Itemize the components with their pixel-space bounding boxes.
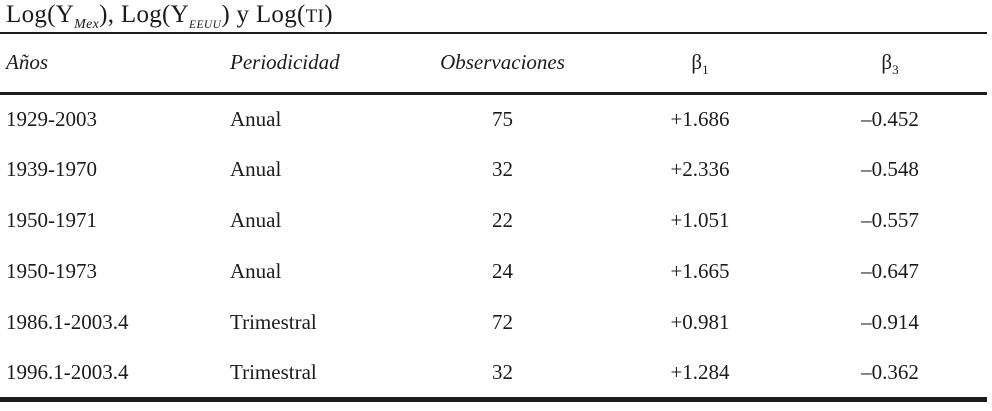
column-header-observaciones: Observaciones <box>420 34 585 95</box>
cell-observaciones: 32 <box>492 157 513 181</box>
title-text: ) <box>324 1 333 28</box>
beta-symbol: β <box>691 50 703 75</box>
cell-beta3: –0.647 <box>861 259 919 283</box>
cell-periodicidad: Anual <box>230 208 282 232</box>
cell-beta3: –0.557 <box>861 208 919 232</box>
title-smallcaps-ti: TI <box>305 6 325 27</box>
cell-observaciones: 75 <box>492 106 513 131</box>
table-row: 1986.1-2003.4 Trimestral 72 +0.981 –0.91… <box>0 297 987 348</box>
column-header-beta3: β3 <box>815 34 987 95</box>
cell-beta1: +1.051 <box>670 208 730 232</box>
cell-beta1: +2.336 <box>670 157 730 181</box>
title-text: Log(Y <box>6 1 75 28</box>
title-subscript-mex: Mex <box>74 17 100 32</box>
cell-beta3: –0.548 <box>861 157 919 181</box>
table-row: 1939-1970 Anual 32 +2.336 –0.548 <box>0 144 987 195</box>
results-table: Años Periodicidad Observaciones β1 β3 19… <box>0 34 987 402</box>
title-subscript-eeuu: EEUU <box>189 19 222 31</box>
beta-symbol: β <box>881 50 893 75</box>
cell-beta1: +1.284 <box>670 359 730 384</box>
cell-periodicidad: Anual <box>230 106 282 131</box>
cell-beta1: +1.686 <box>670 106 730 131</box>
cell-observaciones: 72 <box>492 310 513 334</box>
cell-beta3: –0.452 <box>861 106 919 131</box>
cell-anios: 1950-1971 <box>6 208 97 232</box>
column-header-periodicidad: Periodicidad <box>230 34 420 95</box>
cell-observaciones: 32 <box>492 359 513 384</box>
cell-beta1: +0.981 <box>670 310 730 334</box>
table-title: Log(YMex), Log(YEEUU) y Log(TI) <box>6 1 333 32</box>
cell-beta3: –0.362 <box>861 359 919 384</box>
title-text: ) y Log( <box>221 1 306 28</box>
table-row: 1929-2003 Anual 75 +1.686 –0.452 <box>0 93 987 144</box>
title-text: ), Log(Y <box>99 1 190 28</box>
beta-subscript: 3 <box>892 62 899 78</box>
column-header-beta1: β1 <box>585 34 815 95</box>
cell-anios: 1950-1973 <box>6 259 97 283</box>
title-underline-rule <box>0 32 987 34</box>
cell-periodicidad: Trimestral <box>230 359 317 384</box>
cell-anios: 1996.1-2003.4 <box>6 359 129 384</box>
column-header-anios: Años <box>0 34 230 95</box>
cell-observaciones: 24 <box>492 259 513 283</box>
beta-subscript: 1 <box>702 62 709 78</box>
header-row: Años Periodicidad Observaciones β1 β3 <box>0 34 987 95</box>
table-row: 1996.1-2003.4 Trimestral 32 +1.284 –0.36… <box>0 348 987 399</box>
cell-periodicidad: Anual <box>230 157 282 181</box>
cell-periodicidad: Anual <box>230 259 282 283</box>
cell-observaciones: 22 <box>492 208 513 232</box>
cell-anios: 1939-1970 <box>6 157 97 181</box>
cell-anios: 1986.1-2003.4 <box>6 310 129 334</box>
cell-beta1: +1.665 <box>670 259 730 283</box>
cell-beta3: –0.914 <box>861 310 919 334</box>
table-row: 1950-1973 Anual 24 +1.665 –0.647 <box>0 246 987 297</box>
cell-periodicidad: Trimestral <box>230 310 317 334</box>
cell-anios: 1929-2003 <box>6 106 97 131</box>
table-row: 1950-1971 Anual 22 +1.051 –0.557 <box>0 195 987 246</box>
